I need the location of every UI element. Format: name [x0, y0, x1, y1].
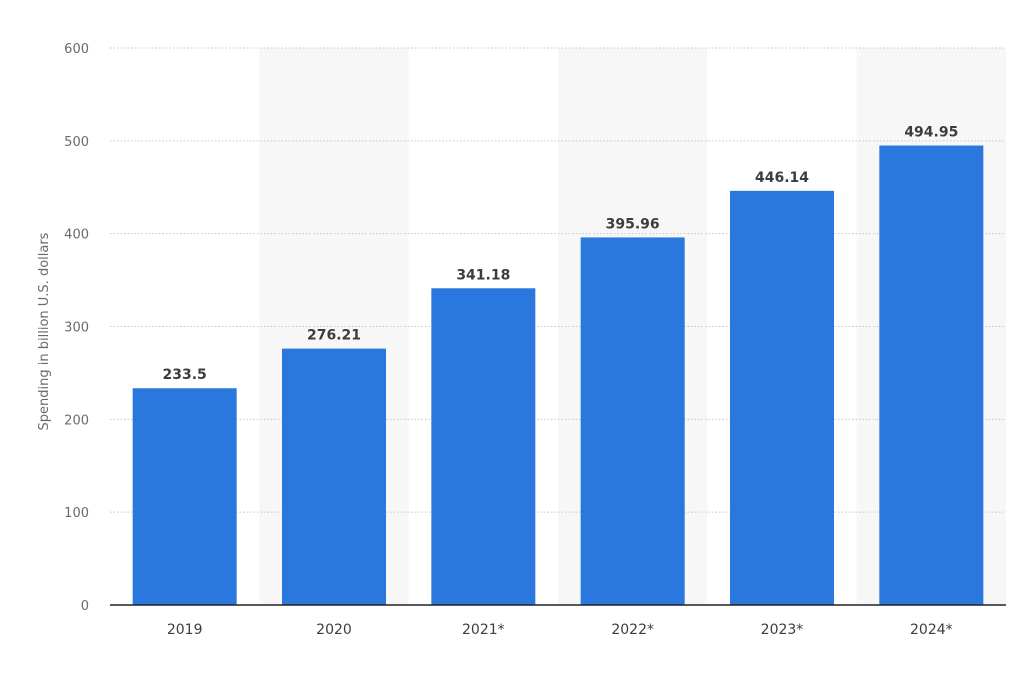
- value-labels: 233.5 276.21 341.18 395.96 446.14 494.95: [163, 125, 959, 384]
- x-tick-label: 2023*: [761, 622, 804, 638]
- y-tick-label: 400: [64, 228, 89, 243]
- x-tick-label: 2022*: [611, 622, 654, 638]
- value-label: 341.18: [456, 267, 510, 283]
- y-tick-label: 0: [81, 599, 89, 614]
- y-tick-label: 100: [64, 506, 89, 521]
- bar: [730, 190, 834, 605]
- value-label: 276.21: [307, 328, 361, 344]
- gridlines: [110, 47, 1006, 513]
- x-tick-label: 2020: [316, 622, 352, 638]
- bar: [879, 145, 984, 605]
- value-label: 494.95: [904, 125, 958, 141]
- bar: [132, 388, 237, 605]
- value-label: 233.5: [163, 367, 207, 383]
- y-tick-label: 200: [64, 413, 89, 428]
- y-tick-label: 600: [64, 42, 89, 57]
- bar: [431, 288, 536, 605]
- bar: [282, 348, 386, 605]
- y-tick-label: 300: [64, 321, 89, 336]
- x-tick-label: 2024*: [910, 622, 953, 638]
- x-tick-label: 2021*: [462, 622, 505, 638]
- y-axis-label: Spending in billion U.S. dollars: [37, 232, 52, 430]
- y-axis-ticks: 0 100 200 300 400 500 600: [64, 42, 89, 614]
- x-tick-label: 2019: [167, 622, 203, 638]
- x-axis-ticks: 2019 2020 2021* 2022* 2023* 2024*: [167, 622, 953, 638]
- y-tick-label: 500: [64, 135, 89, 150]
- value-label: 395.96: [606, 216, 660, 232]
- value-label: 446.14: [755, 170, 809, 186]
- bar: [580, 237, 685, 606]
- bars: [132, 145, 984, 606]
